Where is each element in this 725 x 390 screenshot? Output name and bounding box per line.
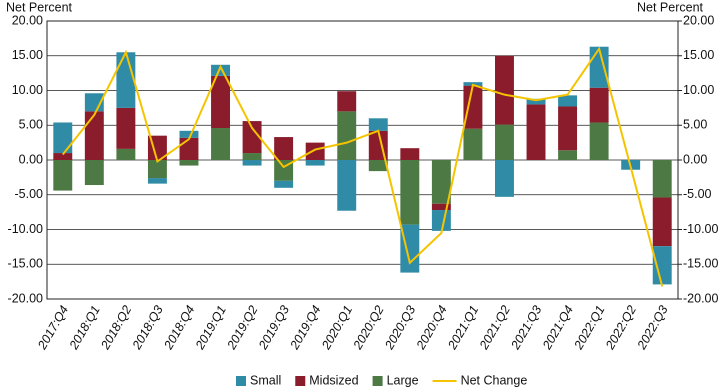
legend-label: Net Change [461, 373, 528, 387]
bar [211, 128, 230, 160]
bar [305, 142, 325, 160]
bar [589, 122, 609, 160]
y-tick-label: -15.00 [8, 257, 43, 271]
bar [495, 160, 514, 197]
bar [179, 160, 199, 166]
bar [242, 121, 262, 154]
line [61, 46, 664, 287]
y2-tick-label: -10.00 [683, 222, 718, 236]
bar [495, 124, 514, 160]
legend-swatch [236, 376, 246, 386]
bar [589, 46, 609, 88]
legend-label: Large [387, 373, 419, 387]
bar [463, 128, 483, 160]
bar [495, 55, 514, 125]
bar [558, 150, 578, 160]
bar [242, 153, 262, 160]
bar [400, 148, 420, 160]
bar [53, 153, 73, 160]
bar [242, 160, 262, 166]
bar [147, 178, 167, 184]
bar [526, 104, 546, 160]
bar [463, 85, 483, 129]
y2-tick-label: 15.00 [683, 48, 714, 62]
y2-axis-title: Net Percent [637, 0, 704, 14]
plot-frame [46, 20, 679, 300]
bar [526, 98, 546, 105]
x-tick-label: 2022:Q3 [634, 303, 671, 352]
bar [53, 122, 73, 154]
y2-tick-label: -20.00 [683, 291, 718, 305]
bar [84, 111, 104, 160]
bar [211, 75, 230, 129]
bar [652, 197, 672, 247]
bar [274, 180, 294, 188]
bar [179, 137, 199, 160]
y-tick-label: 20.00 [12, 13, 43, 27]
bar [116, 52, 136, 108]
bar [84, 160, 104, 186]
bar [431, 210, 451, 231]
bar [305, 160, 325, 166]
bar [337, 91, 357, 112]
y2-tick-label: 20.00 [683, 13, 714, 27]
legend-swatch [295, 376, 306, 386]
bar [400, 160, 420, 225]
bar [431, 160, 451, 204]
y-tick-label: -5.00 [15, 187, 44, 201]
bar [558, 95, 578, 107]
legend-label: Small [250, 373, 281, 387]
bar [558, 106, 578, 151]
bar [147, 160, 167, 179]
bar [368, 118, 388, 131]
y-tick-label: -10.00 [8, 222, 43, 236]
y-tick-label: 0.00 [19, 152, 43, 166]
y-axis-title: Net Percent [6, 0, 73, 14]
bar [652, 246, 672, 285]
y-tick-label: 15.00 [12, 48, 43, 62]
y2-tick-label: 0.00 [683, 152, 707, 166]
y2-tick-label: 10.00 [683, 83, 714, 97]
bar [431, 203, 451, 211]
y-tick-label: 10.00 [12, 83, 43, 97]
y-tick-label: 5.00 [19, 118, 43, 132]
bar [116, 107, 136, 149]
bar [211, 64, 230, 76]
bar [274, 137, 294, 160]
bar [589, 87, 609, 123]
bar [116, 148, 136, 160]
bar [400, 224, 420, 273]
bar [337, 160, 357, 211]
bar [179, 130, 199, 138]
y2-tick-label: -5.00 [683, 187, 712, 201]
y2-tick-label: -15.00 [683, 257, 718, 271]
bar [53, 160, 73, 191]
y2-tick-label: 5.00 [683, 118, 707, 132]
bar [337, 111, 357, 160]
bar [652, 160, 672, 198]
y-tick-label: -20.00 [8, 291, 43, 305]
legend-swatch [372, 376, 383, 386]
legend-label: Midsized [309, 373, 358, 387]
bar [368, 160, 388, 172]
